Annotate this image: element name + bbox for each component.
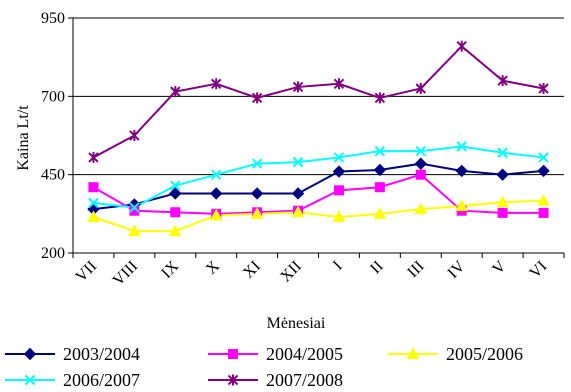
data-point (291, 205, 305, 218)
legend-label: 2007/2008 (266, 370, 343, 390)
legend-marker (227, 374, 239, 386)
data-point (415, 145, 426, 157)
data-point (251, 92, 263, 104)
x-tick-label: I (330, 258, 346, 274)
data-point (537, 164, 550, 178)
plot-frame (72, 18, 565, 258)
data-point (209, 208, 223, 221)
x-tick-label: XI (240, 258, 264, 282)
data-point (456, 40, 467, 52)
data-point (414, 202, 428, 215)
series-line (93, 145, 544, 209)
data-point (87, 210, 100, 222)
data-point (496, 168, 509, 181)
legend-label: 2005/2006 (446, 344, 523, 364)
data-point (456, 141, 467, 152)
x-tick-label: VII (73, 258, 101, 286)
data-point (168, 224, 182, 237)
data-point (373, 163, 387, 177)
data-point (211, 169, 222, 180)
x-tick-label: X (203, 257, 224, 278)
series-group (87, 40, 550, 237)
data-point (88, 197, 99, 209)
data-point (169, 187, 182, 200)
data-point (250, 187, 264, 200)
legend-marker (406, 347, 420, 359)
data-point (88, 151, 99, 163)
y-tick-label: 950 (41, 10, 65, 27)
series-line (92, 44, 544, 159)
y-tick-label: 200 (41, 245, 65, 262)
data-point (170, 86, 181, 98)
data-point (415, 169, 426, 180)
y-axis-title: Kaina Lt/t (15, 105, 32, 171)
x-tick-label: VIII (110, 258, 141, 289)
data-point (455, 164, 468, 178)
x-tick-label: IX (158, 257, 182, 281)
data-point (415, 83, 426, 94)
data-point (129, 130, 140, 141)
data-point (292, 156, 304, 168)
data-point (538, 83, 549, 94)
legend-label: 2003/2004 (63, 344, 140, 364)
data-point (497, 75, 508, 87)
data-point (537, 194, 550, 206)
x-tick-label: II (367, 258, 387, 278)
x-tick-label: III (404, 258, 427, 281)
gridlines (73, 17, 564, 176)
data-point (211, 78, 222, 90)
data-point (129, 202, 140, 213)
data-point (374, 182, 385, 193)
x-tick-label: IV (445, 257, 469, 281)
series-line (93, 199, 544, 233)
data-point (88, 182, 99, 193)
series-line (93, 162, 544, 211)
x-tick-label: VI (526, 258, 550, 282)
data-point (333, 185, 344, 196)
data-point (332, 210, 346, 222)
legend-label: 2006/2007 (63, 370, 140, 390)
data-point (374, 145, 386, 157)
data-point (128, 224, 141, 237)
legend-marker (24, 374, 36, 386)
data-point (251, 158, 263, 169)
legend: 2003/2004 2004/2005 2005/2006 2006/2007 2007… (5, 344, 523, 390)
legend-marker (23, 347, 37, 361)
y-ticks: 200 450 700 950 (41, 10, 73, 262)
data-point (414, 157, 427, 170)
y-tick-label: 450 (41, 167, 65, 184)
data-point (373, 207, 387, 219)
data-point (333, 152, 345, 163)
series-line (92, 173, 544, 215)
legend-label: 2004/2005 (266, 344, 343, 364)
data-point (374, 92, 386, 104)
data-point (333, 78, 345, 90)
legend-marker (228, 349, 238, 359)
data-point (538, 152, 549, 163)
data-point (292, 81, 304, 93)
data-point (250, 207, 264, 219)
data-point (538, 207, 549, 218)
data-point (291, 187, 305, 200)
data-point (496, 195, 509, 208)
data-point (210, 187, 223, 200)
data-point (170, 180, 181, 191)
data-point (497, 147, 508, 158)
x-tick-label: V (489, 257, 510, 278)
data-point (455, 199, 469, 211)
data-point (332, 165, 346, 178)
x-axis-title: Mėnesiai (267, 315, 326, 332)
y-tick-label: 700 (41, 88, 65, 105)
data-point (170, 207, 181, 218)
x-ticks: VII VIII IX X XI XII I II III IV V VI (73, 257, 551, 289)
data-point (497, 207, 508, 218)
x-tick-label: XII (277, 258, 305, 286)
